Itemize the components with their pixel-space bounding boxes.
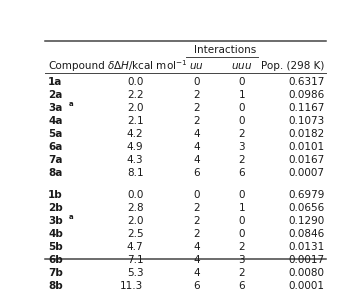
Text: 4.7: 4.7 bbox=[127, 242, 143, 252]
Text: 0.1290: 0.1290 bbox=[288, 216, 324, 226]
Text: 2: 2 bbox=[193, 116, 200, 126]
Text: 4: 4 bbox=[193, 155, 200, 165]
Text: 11.3: 11.3 bbox=[120, 281, 143, 291]
Text: 0.6317: 0.6317 bbox=[288, 77, 324, 87]
Text: 0.0001: 0.0001 bbox=[289, 281, 324, 291]
Text: 7a: 7a bbox=[48, 155, 63, 165]
Text: 7.1: 7.1 bbox=[127, 255, 143, 265]
Text: 5b: 5b bbox=[48, 242, 63, 252]
Text: 1a: 1a bbox=[48, 77, 62, 87]
Text: 0.0182: 0.0182 bbox=[288, 129, 324, 139]
Text: 6a: 6a bbox=[48, 142, 62, 152]
Text: 0.0986: 0.0986 bbox=[288, 90, 324, 100]
Text: 8a: 8a bbox=[48, 168, 62, 178]
Text: Pop. (298 K): Pop. (298 K) bbox=[261, 61, 324, 71]
Text: 3b: 3b bbox=[48, 216, 63, 226]
Text: 2a: 2a bbox=[48, 90, 62, 100]
Text: 2.0: 2.0 bbox=[127, 103, 143, 113]
Text: 2: 2 bbox=[193, 103, 200, 113]
Text: 6: 6 bbox=[238, 281, 245, 291]
Text: 4.2: 4.2 bbox=[127, 129, 143, 139]
Text: 0.1073: 0.1073 bbox=[288, 116, 324, 126]
Text: 3a: 3a bbox=[48, 103, 62, 113]
Text: 0: 0 bbox=[194, 190, 200, 200]
Text: 4.9: 4.9 bbox=[127, 142, 143, 152]
Text: 4: 4 bbox=[193, 255, 200, 265]
Text: 0.0167: 0.0167 bbox=[288, 155, 324, 165]
Text: 2: 2 bbox=[238, 242, 245, 252]
Text: 2.0: 2.0 bbox=[127, 216, 143, 226]
Text: 0.6979: 0.6979 bbox=[288, 190, 324, 200]
Text: 4: 4 bbox=[193, 129, 200, 139]
Text: 0.0656: 0.0656 bbox=[288, 203, 324, 213]
Text: 0.0131: 0.0131 bbox=[288, 242, 324, 252]
Text: 6: 6 bbox=[193, 281, 200, 291]
Text: 0: 0 bbox=[239, 229, 245, 239]
Text: 0.0: 0.0 bbox=[127, 190, 143, 200]
Text: a: a bbox=[68, 101, 73, 107]
Text: 2.1: 2.1 bbox=[127, 116, 143, 126]
Text: 0.0007: 0.0007 bbox=[289, 168, 324, 178]
Text: 0.0: 0.0 bbox=[127, 77, 143, 87]
Text: 2b: 2b bbox=[48, 203, 63, 213]
Text: 4: 4 bbox=[193, 142, 200, 152]
Text: 0.0846: 0.0846 bbox=[288, 229, 324, 239]
Text: Interactions: Interactions bbox=[194, 45, 256, 55]
Text: 0: 0 bbox=[239, 116, 245, 126]
Text: 7b: 7b bbox=[48, 268, 63, 278]
Text: 5.3: 5.3 bbox=[127, 268, 143, 278]
Text: 2: 2 bbox=[238, 268, 245, 278]
Text: 4.3: 4.3 bbox=[127, 155, 143, 165]
Text: 6b: 6b bbox=[48, 255, 63, 265]
Text: 2.8: 2.8 bbox=[127, 203, 143, 213]
Text: 2.2: 2.2 bbox=[127, 90, 143, 100]
Text: 0: 0 bbox=[239, 103, 245, 113]
Text: 8.1: 8.1 bbox=[127, 168, 143, 178]
Text: 3: 3 bbox=[238, 142, 245, 152]
Text: 3: 3 bbox=[238, 255, 245, 265]
Text: $\delta\Delta H$/kcal mol$^{-1}$: $\delta\Delta H$/kcal mol$^{-1}$ bbox=[107, 58, 188, 73]
Text: 0.0080: 0.0080 bbox=[289, 268, 324, 278]
Text: 2: 2 bbox=[193, 216, 200, 226]
Text: 2: 2 bbox=[238, 155, 245, 165]
Text: 0.0017: 0.0017 bbox=[288, 255, 324, 265]
Text: 0: 0 bbox=[239, 190, 245, 200]
Text: 4b: 4b bbox=[48, 229, 63, 239]
Text: 1: 1 bbox=[238, 90, 245, 100]
Text: 4a: 4a bbox=[48, 116, 63, 126]
Text: $uu$: $uu$ bbox=[189, 61, 204, 71]
Text: 1: 1 bbox=[238, 203, 245, 213]
Text: 0.0101: 0.0101 bbox=[288, 142, 324, 152]
Text: 2: 2 bbox=[193, 203, 200, 213]
Text: 2: 2 bbox=[193, 229, 200, 239]
Text: a: a bbox=[68, 214, 73, 220]
Text: 8b: 8b bbox=[48, 281, 63, 291]
Text: 5a: 5a bbox=[48, 129, 62, 139]
Text: 0: 0 bbox=[194, 77, 200, 87]
Text: 0: 0 bbox=[239, 216, 245, 226]
Text: 6: 6 bbox=[193, 168, 200, 178]
Text: 1b: 1b bbox=[48, 190, 63, 200]
Text: 2: 2 bbox=[238, 129, 245, 139]
Text: 0: 0 bbox=[239, 77, 245, 87]
Text: 4: 4 bbox=[193, 242, 200, 252]
Text: $uuu$: $uuu$ bbox=[231, 61, 252, 71]
Text: 2.5: 2.5 bbox=[127, 229, 143, 239]
Text: 2: 2 bbox=[193, 90, 200, 100]
Text: Compound: Compound bbox=[48, 61, 105, 71]
Text: 4: 4 bbox=[193, 268, 200, 278]
Text: 6: 6 bbox=[238, 168, 245, 178]
Text: 0.1167: 0.1167 bbox=[288, 103, 324, 113]
